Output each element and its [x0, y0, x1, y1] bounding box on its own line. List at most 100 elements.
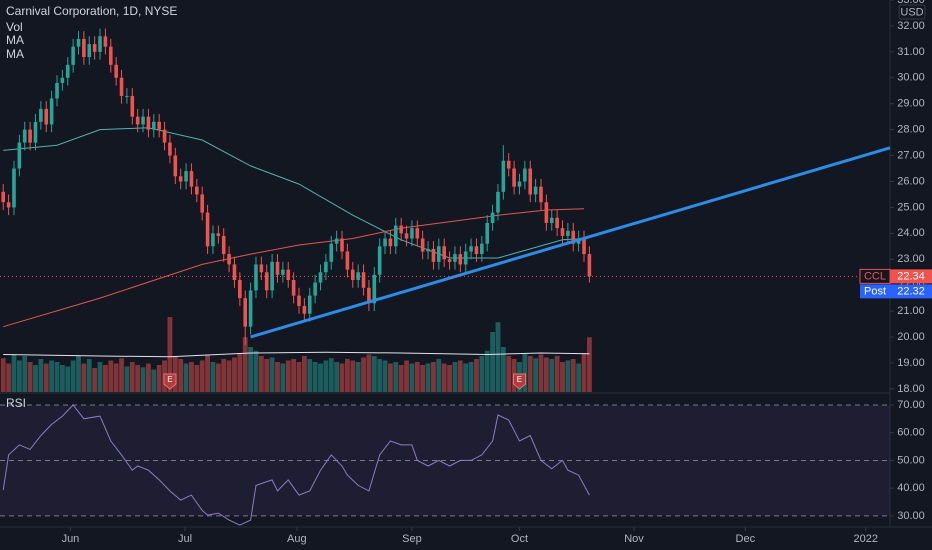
candle-body: [340, 238, 344, 252]
candle-body: [216, 233, 221, 236]
x-tick-label: Jul: [178, 533, 192, 545]
candle-body: [571, 230, 576, 244]
volume-bar: [586, 337, 592, 392]
x-tick-label: Jun: [62, 533, 80, 545]
volume-bar: [49, 360, 55, 392]
volume-bar: [22, 356, 28, 392]
candle-body: [130, 95, 135, 117]
y-tick-label: 28.00: [897, 124, 925, 136]
volume-bar: [0, 358, 6, 392]
candle-body: [485, 222, 490, 244]
volume-bar: [447, 365, 452, 392]
candle-body: [178, 176, 183, 182]
volume-bar: [431, 362, 436, 392]
candle-body: [227, 254, 231, 265]
candle-body: [523, 168, 527, 182]
y-tick-label: 26.00: [897, 175, 925, 187]
candle-body: [281, 269, 285, 275]
volume-bar: [377, 359, 383, 392]
candle-body: [125, 95, 129, 97]
volume-bar: [269, 357, 275, 392]
volume-bar: [140, 367, 146, 392]
y-tick-label: 25.00: [897, 201, 925, 213]
volume-bar: [334, 362, 340, 392]
volume-bar: [301, 356, 307, 392]
candle-body: [152, 121, 156, 130]
candle-body: [480, 243, 484, 255]
volume-bar: [156, 365, 162, 392]
volume-bar: [388, 363, 393, 392]
candle-body: [157, 121, 161, 130]
volume-bar: [199, 360, 205, 392]
moving-average: [3, 127, 585, 259]
candle-body: [195, 186, 199, 195]
volume-bar: [441, 363, 447, 392]
volume-bar: [33, 365, 38, 392]
volume-bar: [226, 360, 232, 392]
trendline: [250, 146, 891, 339]
volume-bar: [27, 362, 33, 392]
volume-bar: [543, 357, 549, 392]
candle-body: [447, 259, 452, 262]
candle-body: [393, 225, 398, 247]
candle-body: [420, 238, 425, 252]
candle-body: [6, 202, 11, 208]
candle-body: [12, 168, 16, 208]
volume-bar: [371, 356, 377, 392]
volume-bar: [339, 363, 345, 392]
candle-body: [469, 246, 473, 252]
candle-body: [501, 160, 506, 192]
volume-bar: [210, 362, 216, 392]
volume-bar: [242, 337, 248, 392]
volume-bar: [414, 362, 420, 392]
candle-body: [238, 280, 242, 299]
candle-body: [259, 264, 264, 273]
legend-entry: MA: [6, 33, 24, 47]
volume-bar: [237, 353, 243, 392]
volume-bar: [258, 356, 264, 392]
y-tick-label: 32.00: [897, 20, 925, 32]
volume-bar: [538, 354, 544, 392]
candle-body: [1, 191, 6, 203]
rsi-tick-label: 30.00: [897, 510, 925, 522]
volume-bar: [215, 363, 221, 392]
volume-bar: [527, 356, 533, 392]
volume-bar: [108, 360, 114, 392]
volume-bar: [167, 317, 173, 392]
candle-body: [98, 36, 102, 52]
candle-body: [334, 238, 339, 244]
x-tick-label: Dec: [736, 533, 756, 545]
volume-bar: [565, 360, 571, 392]
volume-bar: [296, 362, 302, 392]
candle-body: [318, 272, 323, 283]
candle-body: [404, 233, 409, 239]
volume-bar: [70, 360, 76, 392]
earnings-marker: [512, 373, 526, 390]
candle-body: [506, 160, 511, 169]
volume-bar: [457, 360, 463, 392]
volume-bar: [393, 362, 399, 392]
last-price-tag: [890, 269, 932, 284]
volume-bar: [479, 356, 485, 392]
candle-body: [22, 129, 27, 143]
y-tick-label: 23.00: [897, 253, 925, 265]
volume-bar: [404, 360, 409, 392]
candle-body: [383, 238, 387, 247]
candle-body: [103, 36, 108, 47]
volume-bar: [533, 358, 539, 392]
earnings-label: E: [167, 375, 172, 384]
candle-body: [173, 155, 178, 177]
volume-bar: [113, 363, 119, 392]
candle-body: [458, 254, 463, 265]
volume-bar: [43, 363, 49, 392]
candle-body: [87, 44, 92, 58]
volume-bar: [38, 359, 44, 392]
post-price-tag: [890, 284, 932, 299]
rsi-tick-label: 50.00: [897, 454, 925, 466]
candle-body: [82, 38, 86, 58]
candle-body: [49, 98, 54, 125]
candle-body: [426, 248, 430, 252]
candle-body: [286, 269, 291, 280]
